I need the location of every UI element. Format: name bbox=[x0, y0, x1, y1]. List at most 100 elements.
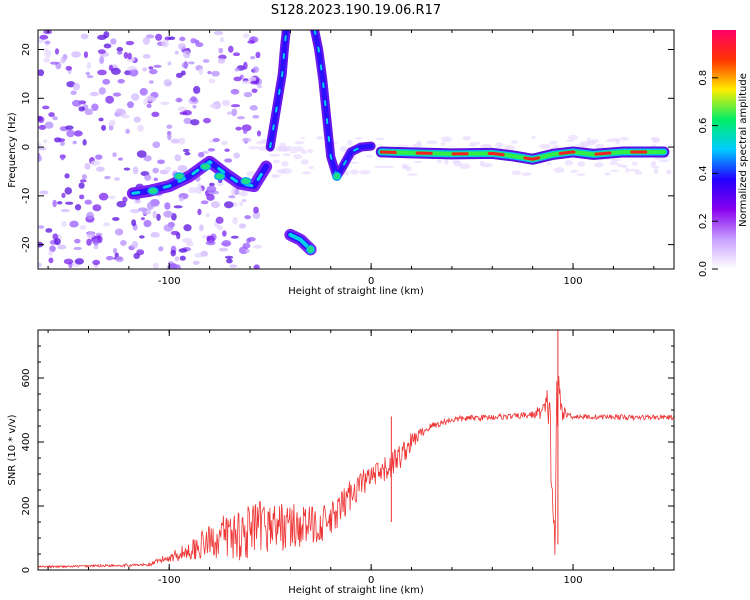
noise-speckle bbox=[86, 211, 94, 220]
haze-speckle bbox=[531, 135, 536, 139]
noise-speckle bbox=[174, 154, 182, 162]
noise-speckle bbox=[198, 68, 204, 75]
noise-speckle bbox=[147, 96, 156, 103]
snr-line bbox=[38, 376, 674, 569]
noise-speckle bbox=[120, 239, 127, 246]
noise-speckle bbox=[97, 49, 106, 54]
noise-speckle bbox=[246, 237, 252, 244]
noise-speckle bbox=[38, 69, 45, 77]
haze-speckle bbox=[350, 169, 359, 175]
noise-speckle bbox=[74, 204, 82, 211]
noise-speckle bbox=[175, 72, 183, 79]
noise-speckle bbox=[123, 167, 131, 171]
noise-speckle bbox=[207, 71, 212, 75]
noise-speckle bbox=[226, 258, 233, 264]
noise-speckle bbox=[212, 138, 220, 142]
noise-speckle bbox=[208, 78, 216, 84]
haze-speckle bbox=[349, 161, 359, 164]
noise-speckle bbox=[112, 92, 122, 97]
noise-speckle bbox=[108, 119, 116, 127]
noise-speckle bbox=[170, 138, 180, 144]
colorbar-tick-label: 0.8 bbox=[698, 70, 709, 86]
noise-speckle bbox=[117, 78, 125, 84]
noise-speckle bbox=[57, 244, 67, 250]
noise-speckle bbox=[230, 104, 241, 108]
haze-speckle bbox=[405, 166, 412, 172]
noise-speckle bbox=[38, 147, 47, 151]
noise-speckle bbox=[237, 116, 246, 120]
noise-speckle bbox=[65, 201, 74, 205]
noise-speckle bbox=[116, 51, 123, 55]
noise-speckle bbox=[153, 177, 159, 182]
y-tick-label: 600 bbox=[21, 368, 32, 387]
noise-speckle bbox=[197, 151, 205, 158]
noise-speckle bbox=[148, 66, 154, 70]
noise-speckle bbox=[245, 249, 251, 253]
noise-speckle bbox=[170, 249, 176, 257]
colorbar-tick-label: 0.2 bbox=[698, 213, 709, 229]
noise-speckle bbox=[95, 154, 103, 160]
noise-speckle bbox=[148, 69, 158, 75]
noise-speckle bbox=[52, 199, 57, 208]
ridge-left-wall-core bbox=[269, 30, 288, 149]
haze-speckle bbox=[619, 137, 630, 141]
noise-speckle bbox=[60, 56, 66, 64]
noise-speckle bbox=[103, 31, 110, 39]
noise-speckle bbox=[218, 247, 229, 252]
noise-speckle bbox=[98, 117, 104, 122]
noise-speckle bbox=[64, 173, 70, 179]
haze-speckle bbox=[374, 165, 386, 169]
noise-speckle bbox=[81, 174, 87, 180]
noise-speckle bbox=[104, 175, 111, 180]
noise-speckle bbox=[128, 68, 139, 77]
haze-speckle bbox=[453, 160, 463, 167]
noise-speckle bbox=[139, 235, 145, 239]
noise-speckle bbox=[83, 51, 89, 59]
noise-speckle bbox=[72, 140, 77, 145]
noise-speckle bbox=[215, 216, 224, 224]
haze-speckle bbox=[480, 163, 493, 168]
haze-speckle bbox=[495, 142, 504, 148]
noise-speckle bbox=[209, 182, 215, 187]
noise-speckle bbox=[192, 104, 197, 109]
noise-speckle bbox=[108, 195, 116, 200]
noise-speckle bbox=[86, 238, 92, 246]
noise-speckle bbox=[110, 67, 121, 75]
noise-speckle bbox=[65, 65, 73, 71]
noise-speckle bbox=[166, 124, 173, 129]
peak-blob bbox=[173, 172, 185, 181]
noise-speckle bbox=[61, 192, 66, 198]
noise-speckle bbox=[89, 91, 99, 97]
noise-speckle bbox=[144, 174, 152, 181]
noise-speckle bbox=[97, 69, 107, 76]
noise-speckle bbox=[136, 150, 147, 158]
noise-speckle bbox=[98, 192, 109, 201]
noise-speckle bbox=[113, 247, 118, 254]
noise-speckle bbox=[79, 179, 87, 183]
noise-speckle bbox=[86, 61, 91, 70]
noise-speckle bbox=[60, 208, 70, 213]
haze-speckle bbox=[375, 137, 386, 141]
noise-speckle bbox=[160, 101, 170, 106]
noise-speckle bbox=[112, 152, 117, 158]
haze-speckle bbox=[273, 159, 280, 164]
noise-speckle bbox=[116, 46, 124, 52]
haze-speckle bbox=[412, 143, 423, 148]
noise-speckle bbox=[158, 246, 164, 252]
noise-speckle bbox=[130, 209, 137, 213]
noise-speckle bbox=[230, 235, 239, 239]
noise-speckle bbox=[63, 258, 74, 265]
noise-speckle bbox=[157, 159, 166, 164]
noise-speckle bbox=[155, 33, 163, 41]
haze-speckle bbox=[339, 146, 348, 152]
haze-speckle bbox=[576, 173, 586, 176]
noise-speckle bbox=[48, 112, 55, 118]
noise-speckle bbox=[205, 240, 216, 246]
noise-speckle bbox=[241, 137, 252, 143]
haze-speckle bbox=[565, 139, 575, 142]
noise-speckle bbox=[103, 222, 111, 227]
noise-speckle bbox=[79, 225, 87, 230]
noise-speckle bbox=[95, 166, 105, 172]
